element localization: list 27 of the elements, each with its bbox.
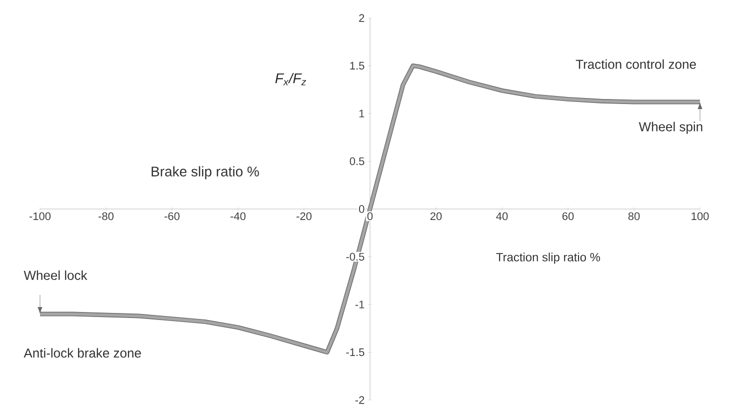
annotation: Wheel lock: [24, 270, 88, 280]
x-tick-label: 60: [562, 212, 574, 220]
annotation: Traction control zone: [576, 59, 696, 69]
x-tick-label: -40: [230, 212, 246, 220]
x-tick-label: -100: [29, 212, 51, 220]
y-tick-label: 0: [359, 205, 364, 213]
x-tick-label: -20: [296, 212, 312, 220]
y-tick-label: -0.5: [346, 252, 364, 261]
x-tick-label: 20: [430, 212, 442, 220]
x-tick-label: 100: [692, 212, 709, 220]
x-tick-label: 80: [628, 212, 640, 220]
y-tick-label: 0.5: [350, 157, 364, 166]
y-tick-label: -2: [355, 396, 364, 404]
x-tick-label: -80: [98, 212, 114, 220]
y-tick-label: 1: [359, 110, 364, 118]
x-tick-label: 0: [367, 212, 373, 220]
y-tick-label: 2: [359, 14, 364, 22]
annotation: Anti-lock brake zone: [24, 348, 141, 358]
x-tick-label: -60: [164, 212, 180, 220]
annotation: Wheel spin: [638, 122, 702, 134]
y-tick-label: -1.5: [346, 348, 364, 356]
y-axis-title: F$_{x}$/F$_{z}$: [275, 72, 306, 86]
y-tick-label: 1.5: [350, 62, 364, 70]
annotation: Brake slip ratio %: [152, 166, 259, 180]
y-tick-label: -1: [355, 300, 364, 308]
x-axis-title: Traction slip ratio %: [496, 252, 600, 264]
x-tick-label: 40: [496, 212, 508, 220]
